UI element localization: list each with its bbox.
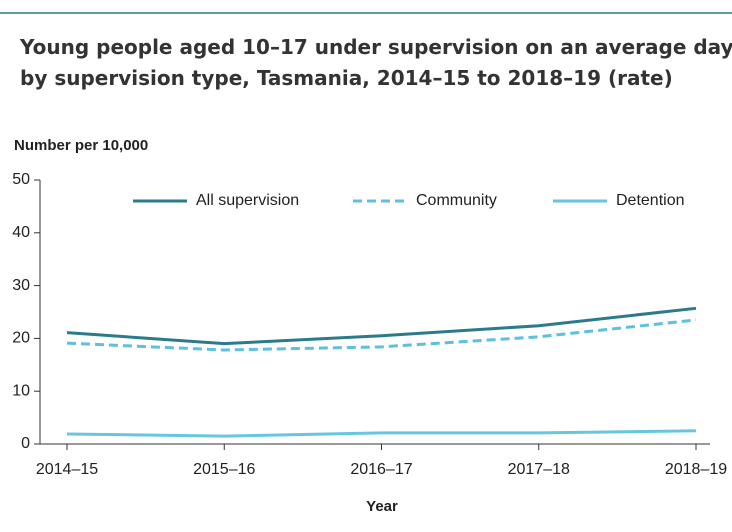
- series-line: [66, 306, 697, 346]
- x-tick-label: 2017–18: [508, 461, 570, 478]
- y-tick-label: 0: [21, 435, 30, 452]
- y-tick-label: 50: [12, 171, 30, 188]
- legend-label: All supervision: [196, 192, 299, 209]
- y-tick-label: 30: [12, 277, 30, 294]
- x-tick-label: 2015–16: [193, 461, 255, 478]
- y-axis-label: Number per 10,000: [14, 137, 148, 154]
- x-axis-label: Year: [366, 498, 398, 515]
- y-tick-label: 40: [12, 224, 30, 241]
- x-tick-label: 2014–15: [36, 461, 98, 478]
- legend-label: Community: [416, 192, 497, 209]
- x-tick-label: 2016–17: [350, 461, 412, 478]
- y-tick-label: 20: [12, 330, 30, 347]
- x-tick-label: 2018–19: [665, 461, 727, 478]
- y-tick-label: 10: [12, 382, 30, 399]
- series-line: [66, 318, 697, 352]
- series-line: [66, 429, 697, 438]
- legend-label: Detention: [616, 192, 685, 209]
- chart-title: Young people aged 10–17 under supervisio…: [19, 35, 732, 90]
